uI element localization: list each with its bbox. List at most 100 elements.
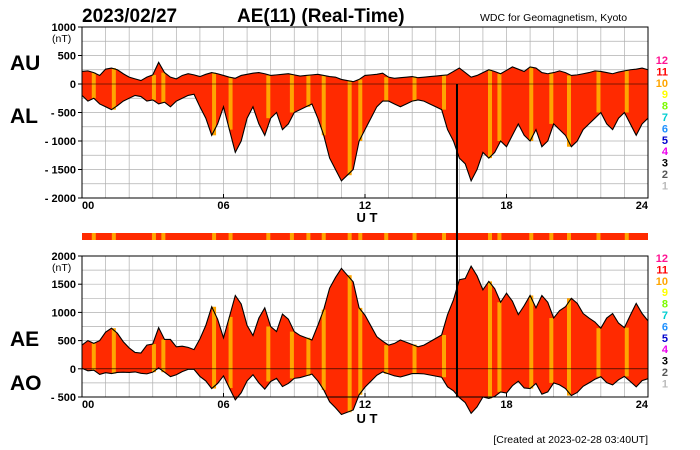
series-line-ao	[81, 367, 649, 416]
coverage-stripe	[212, 306, 217, 389]
station-count-label: 2	[662, 169, 668, 181]
station-count-label: 7	[662, 310, 668, 322]
station-count-label: 12	[656, 55, 668, 67]
coverage-bar-stripe	[306, 233, 311, 240]
coverage-stripe	[212, 72, 217, 136]
coverage-bar-stripe	[266, 233, 271, 240]
coverage-stripe	[442, 334, 447, 378]
coverage-bar-stripe	[549, 233, 554, 240]
coverage-stripe	[306, 337, 311, 376]
y-tick-label: 1500	[52, 279, 76, 291]
x-tick-label: 24	[636, 200, 649, 212]
coverage-stripe	[596, 328, 601, 377]
au-al-panel: 1000 500 0 - 500 - 1000 - 1500 - 2000 00 06 12 18 2…	[45, 22, 649, 212]
x-tick-label: 24	[636, 399, 649, 411]
plot-title: AE(11) (Real-Time)	[237, 6, 405, 27]
station-count-label: 9	[662, 287, 668, 299]
coverage-stripe	[289, 74, 294, 113]
coverage-stripe	[347, 275, 352, 413]
station-count-label: 6	[662, 321, 668, 333]
coverage-stripe	[151, 343, 156, 373]
coverage-stripe	[624, 327, 629, 377]
coverage-bar-stripe	[487, 233, 492, 240]
coverage-bar-stripe	[289, 233, 294, 240]
ae-ao-panel: 2000 1500 1000 500 0 - 500 00 06 12 18 24	[51, 251, 649, 416]
ao-label: AO	[10, 372, 42, 395]
coverage-stripe	[497, 73, 502, 141]
coverage-bar-stripe	[161, 233, 166, 240]
coverage-stripe	[487, 281, 492, 399]
lower-x-axis-title: U T	[357, 411, 378, 426]
coverage-stripe	[487, 69, 492, 159]
x-tick-label: 12	[359, 200, 371, 212]
coverage-bar-stripe	[212, 233, 217, 240]
coverage-stripe	[596, 71, 601, 113]
station-count-label: 9	[662, 89, 668, 101]
coverage-bar-stripe	[228, 233, 233, 240]
x-tick-label: 18	[500, 399, 512, 411]
station-count-label: 1	[662, 378, 668, 390]
coverage-bar-stripe	[111, 233, 116, 240]
lower-unit-label: (nT)	[52, 262, 71, 274]
station-count-label: 8	[662, 101, 668, 113]
envelope-area	[82, 266, 648, 415]
coverage-stripe	[358, 307, 363, 395]
coverage-stripe	[497, 302, 502, 392]
coverage-stripe	[91, 72, 96, 99]
coverage-stripe	[384, 77, 389, 102]
coverage-bar-stripe	[347, 233, 352, 240]
coverage-bar-stripe	[321, 233, 326, 240]
series-line-au	[81, 61, 649, 83]
y-tick-label: 2000	[52, 251, 76, 263]
station-count-label: 6	[662, 123, 668, 135]
coverage-stripe	[289, 331, 294, 379]
station-count-label: 10	[656, 78, 668, 90]
coverage-stripe	[566, 298, 571, 396]
y-tick-label: 1000	[52, 307, 76, 319]
station-count-label: 3	[662, 158, 668, 170]
plot-date: 2023/02/27	[82, 6, 177, 27]
series-line-ae	[81, 265, 649, 354]
coverage-stripe	[91, 343, 96, 371]
coverage-bar-stripe	[596, 233, 601, 240]
coverage-bar-background	[82, 233, 648, 240]
x-tick-label: 00	[82, 399, 94, 411]
coverage-stripe	[412, 344, 417, 374]
coverage-bar-stripe	[358, 233, 363, 240]
coverage-bar-stripe	[151, 233, 156, 240]
station-count-label: 10	[656, 276, 668, 288]
y-tick-label: - 1500	[45, 165, 76, 177]
coverage-stripe	[412, 76, 417, 102]
station-count-label: 5	[662, 333, 668, 345]
x-tick-label: 18	[500, 200, 512, 212]
coverage-stripe	[442, 75, 447, 110]
coverage-bar-stripe	[412, 233, 417, 240]
created-timestamp: [Created at 2023-02-28 03:40UT]	[493, 434, 648, 446]
coverage-stripe	[321, 309, 326, 390]
y-tick-label: - 2000	[45, 193, 76, 205]
coverage-stripe	[549, 318, 554, 383]
station-count-label: 1	[662, 180, 668, 192]
coverage-stripe	[228, 316, 233, 388]
y-tick-label: 1000	[52, 22, 76, 34]
coverage-stripe	[566, 75, 571, 147]
coverage-stripe	[306, 75, 311, 107]
ae-label: AE	[10, 328, 39, 351]
upper-x-axis-title: U T	[357, 210, 378, 225]
coverage-stripe	[549, 72, 554, 124]
coverage-bar-stripe	[497, 233, 502, 240]
x-tick-label: 12	[359, 399, 371, 411]
data-source: WDC for Geomagnetism, Kyoto	[480, 12, 627, 24]
y-tick-label: - 500	[51, 392, 76, 404]
series-line-al	[81, 93, 649, 183]
coverage-stripe	[321, 75, 326, 136]
coverage-bar-stripe	[529, 233, 534, 240]
coverage-stripe	[624, 70, 629, 113]
coverage-bar-stripe	[566, 233, 571, 240]
x-tick-label: 06	[217, 399, 229, 411]
au-label: AU	[10, 52, 40, 75]
station-count-label: 4	[662, 344, 669, 356]
coverage-stripe	[529, 66, 534, 141]
